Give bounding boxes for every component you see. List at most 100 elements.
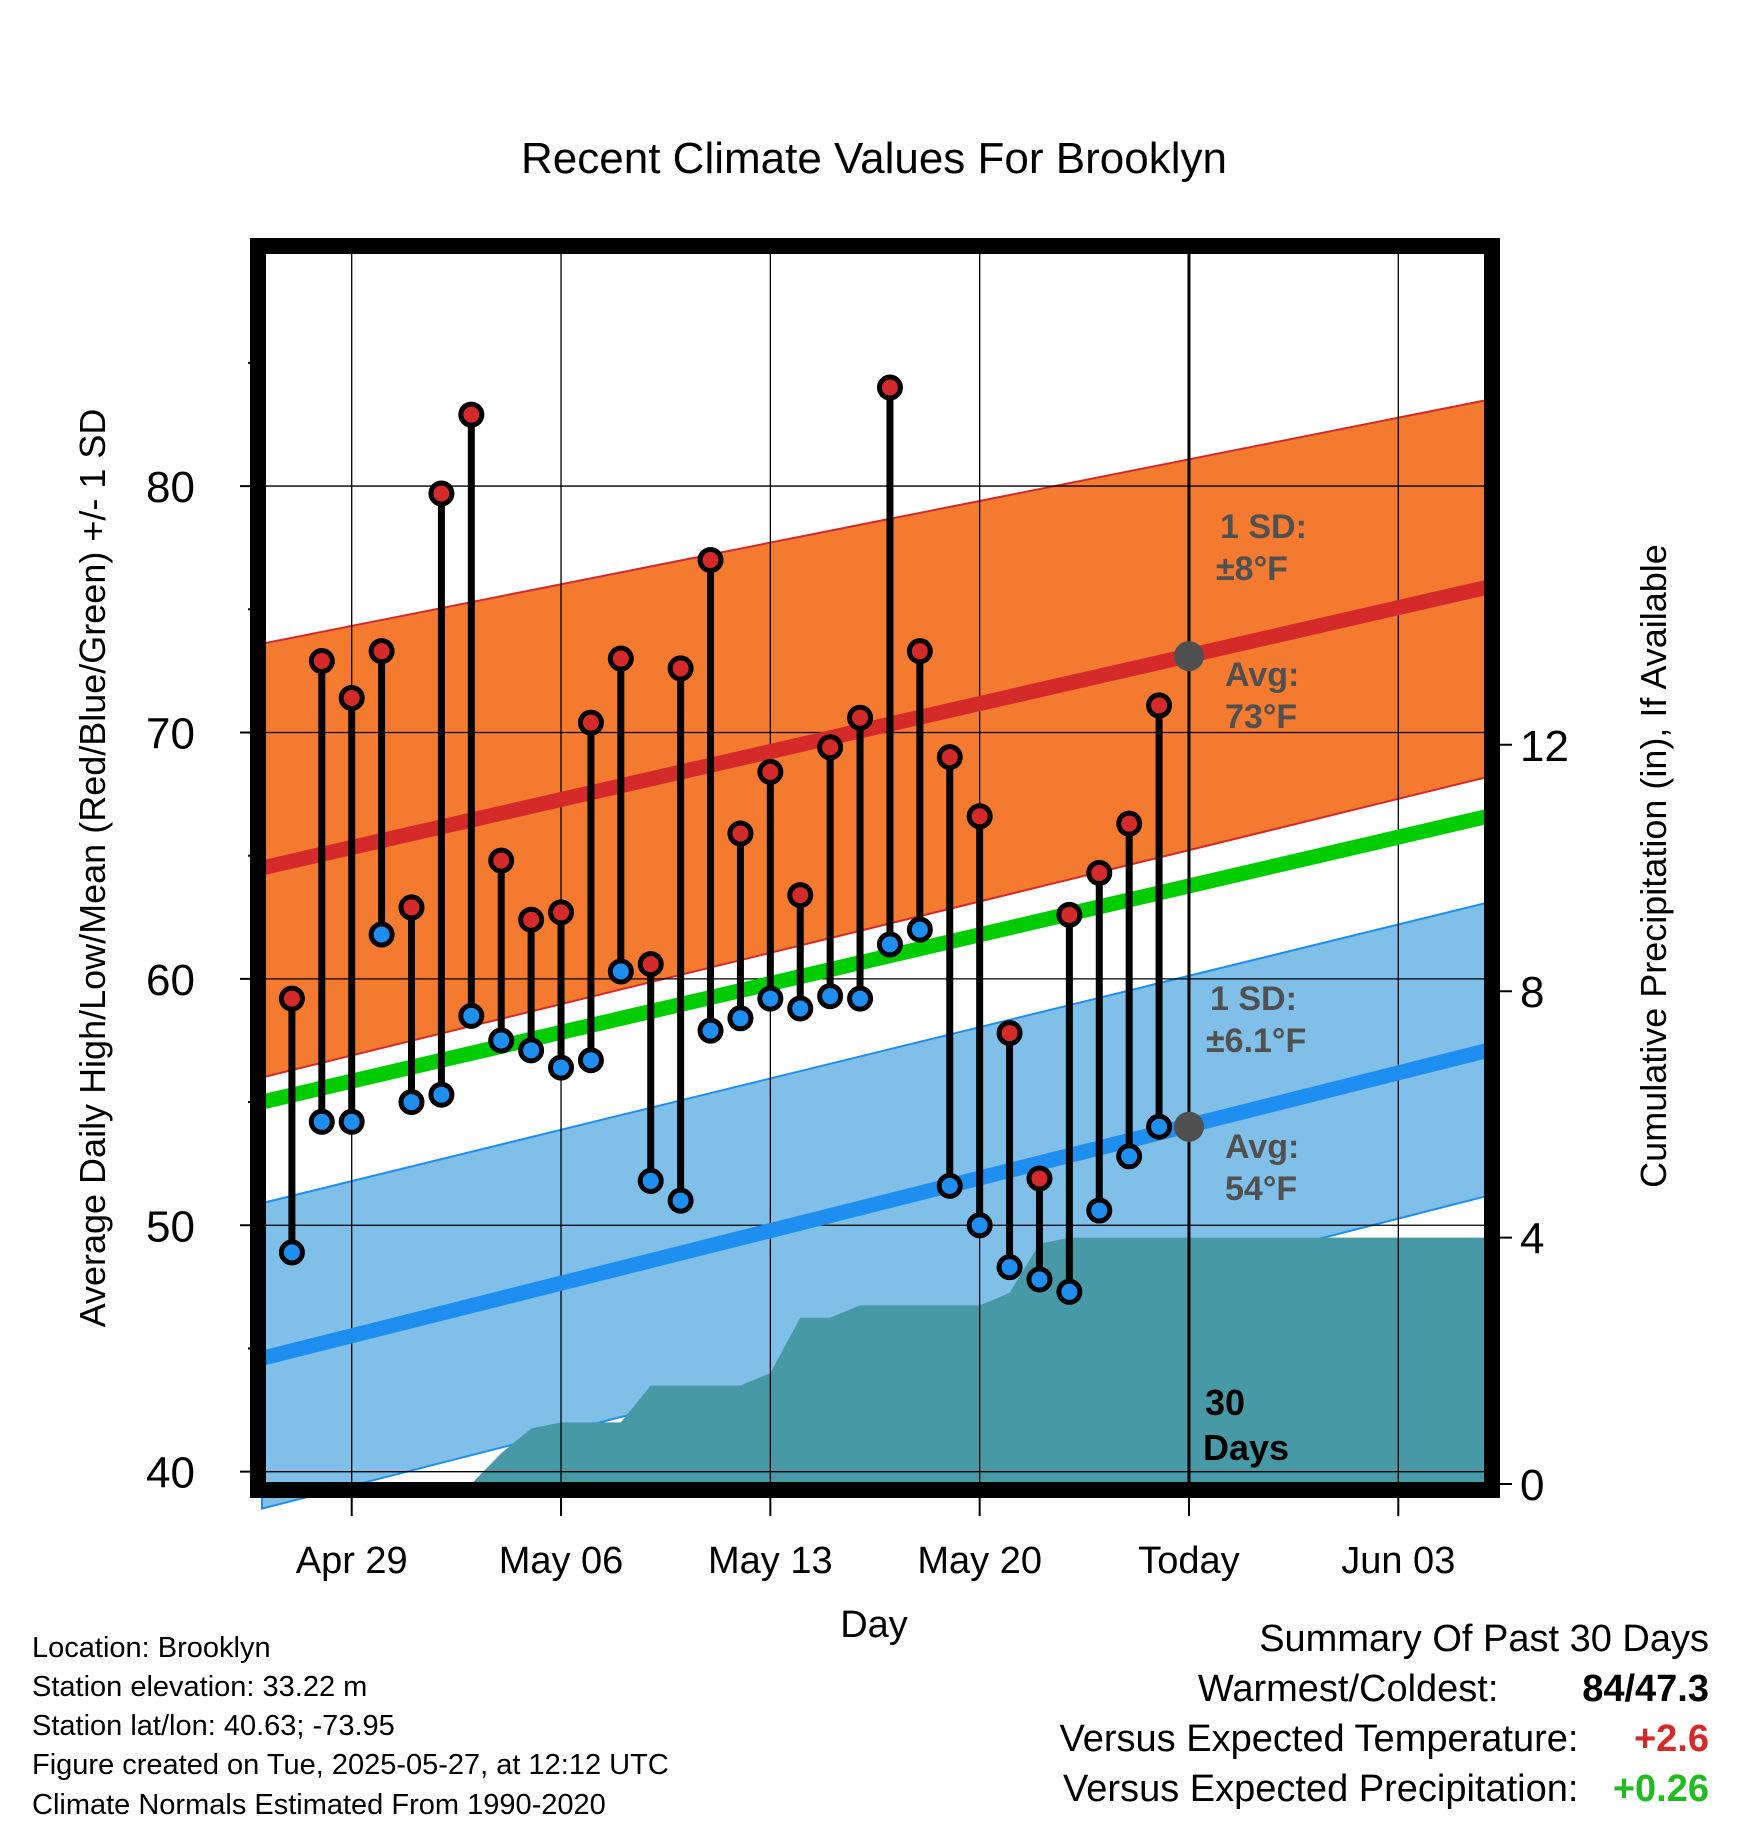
high-point	[428, 480, 455, 507]
summary-precipitation: Versus Expected Precipitation: +0.26	[1063, 1770, 1709, 1808]
x-tick-label: Jun 03	[1341, 1540, 1455, 1582]
y-tick-label: 60	[146, 956, 195, 1005]
warmest-coldest-label: Warmest/Coldest:	[1197, 1668, 1499, 1710]
x-axis-label: Day	[840, 1604, 908, 1646]
high-point	[458, 401, 485, 428]
high-point	[278, 985, 305, 1012]
info-created: Figure created on Tue, 2025-05-27, at 12…	[32, 1749, 669, 1781]
x-tick-label: May 06	[499, 1540, 624, 1582]
high-point	[518, 906, 545, 933]
temp-value: +2.6	[1633, 1718, 1709, 1760]
high-point	[607, 645, 634, 672]
x-tick-label: Today	[1138, 1540, 1239, 1582]
high-sd-value: ±8°F	[1216, 550, 1288, 588]
high-point	[906, 638, 933, 665]
low-point	[1116, 1143, 1143, 1170]
today-high-avg-marker	[1173, 641, 1204, 672]
high-point	[338, 684, 365, 711]
low-point	[428, 1081, 455, 1108]
low-point	[817, 983, 844, 1010]
low-point	[906, 916, 933, 943]
high-point	[1086, 859, 1113, 886]
low-point	[548, 1054, 575, 1081]
y-axis-left: 40 50 60 70 80	[146, 361, 258, 1498]
low-point	[1086, 1197, 1113, 1224]
precip-label: Versus Expected Precipitation:	[1063, 1768, 1579, 1810]
info-location: Location: Brooklyn	[32, 1632, 271, 1664]
high-point	[847, 704, 874, 731]
high-avg-line	[260, 579, 1490, 876]
precip-value: +0.26	[1612, 1768, 1709, 1810]
low-point	[518, 1037, 545, 1064]
low-point	[458, 1002, 485, 1029]
high-point	[787, 882, 814, 909]
low-point	[488, 1027, 515, 1054]
low-point	[697, 1017, 724, 1044]
high-point	[817, 734, 844, 761]
low-point	[757, 985, 784, 1012]
summary-title: Summary Of Past 30 Days	[1259, 1618, 1709, 1660]
high-point	[488, 847, 515, 874]
high-point	[637, 951, 664, 978]
chart-title: Recent Climate Values For Brooklyn	[521, 134, 1227, 183]
low-point	[278, 1239, 305, 1266]
low-avg-line	[260, 1043, 1490, 1366]
info-latlon: Station lat/lon: 40.63; -73.95	[32, 1710, 395, 1742]
low-point	[727, 1005, 754, 1032]
low-point	[368, 921, 395, 948]
low-point	[667, 1187, 694, 1214]
high-point	[936, 744, 963, 771]
precip-period-unit: Days	[1203, 1427, 1289, 1468]
high-point	[697, 547, 724, 573]
warmest-coldest-value: 84/47.3	[1582, 1668, 1709, 1710]
x-tick-label: May 20	[917, 1540, 1042, 1582]
summary-warmest-coldest: Warmest/Coldest: 84/47.3	[1198, 1670, 1709, 1708]
high-point	[308, 648, 335, 675]
high-point	[1146, 692, 1173, 719]
high-point	[398, 894, 425, 921]
y2-tick-label: 0	[1520, 1461, 1544, 1510]
today-markers	[1173, 641, 1204, 1142]
low-avg-label: Avg:	[1225, 1128, 1299, 1166]
low-sd-value: ±6.1°F	[1206, 1022, 1306, 1060]
low-point	[338, 1108, 365, 1135]
high-point	[996, 1020, 1023, 1047]
info-elevation: Station elevation: 33.22 m	[32, 1671, 368, 1703]
low-point	[996, 1254, 1023, 1281]
coldest-value: 47.3	[1635, 1668, 1709, 1710]
y2-tick-label: 4	[1520, 1215, 1544, 1264]
low-point	[308, 1108, 335, 1135]
precip-period-annotation: 30 Days	[1203, 1382, 1289, 1468]
mean-avg-line	[260, 808, 1490, 1110]
high-point	[1056, 901, 1083, 928]
low-point	[1056, 1278, 1083, 1305]
y2-tick-label: 12	[1520, 722, 1569, 771]
high-point	[1116, 810, 1143, 837]
temp-label: Versus Expected Temperature:	[1059, 1718, 1579, 1760]
low-point	[398, 1089, 425, 1116]
annotations: 1 SD: ±8°F Avg: 73°F 1 SD: ±6.1°F Avg: 5…	[1206, 508, 1307, 1208]
average-lines	[260, 579, 1490, 1366]
y-axis-right: 0 4 8 12	[1492, 722, 1569, 1510]
today-low-avg-marker	[1173, 1111, 1204, 1142]
low-point	[1146, 1113, 1173, 1140]
low-point	[847, 985, 874, 1012]
high-point	[876, 374, 903, 401]
y-axis-label: Average Daily High/Low/Mean (Red/Blue/Gr…	[72, 409, 113, 1328]
low-point	[876, 931, 903, 958]
low-point	[577, 1047, 604, 1074]
high-point	[577, 709, 604, 736]
high-point	[667, 655, 694, 682]
high-point	[966, 803, 993, 830]
high-point	[548, 899, 575, 926]
low-point	[787, 995, 814, 1022]
y2-axis-label: Cumulative Precipitation (in), If Availa…	[1633, 544, 1674, 1188]
high-point	[757, 758, 784, 785]
info-normals: Climate Normals Estimated From 1990-2020	[32, 1789, 606, 1821]
low-point	[607, 958, 634, 985]
low-point	[966, 1212, 993, 1239]
x-axis: Apr 29 May 06 May 13 May 20 Today Jun 03	[296, 1498, 1455, 1582]
x-tick-label: Apr 29	[296, 1540, 408, 1582]
high-point	[368, 638, 395, 665]
